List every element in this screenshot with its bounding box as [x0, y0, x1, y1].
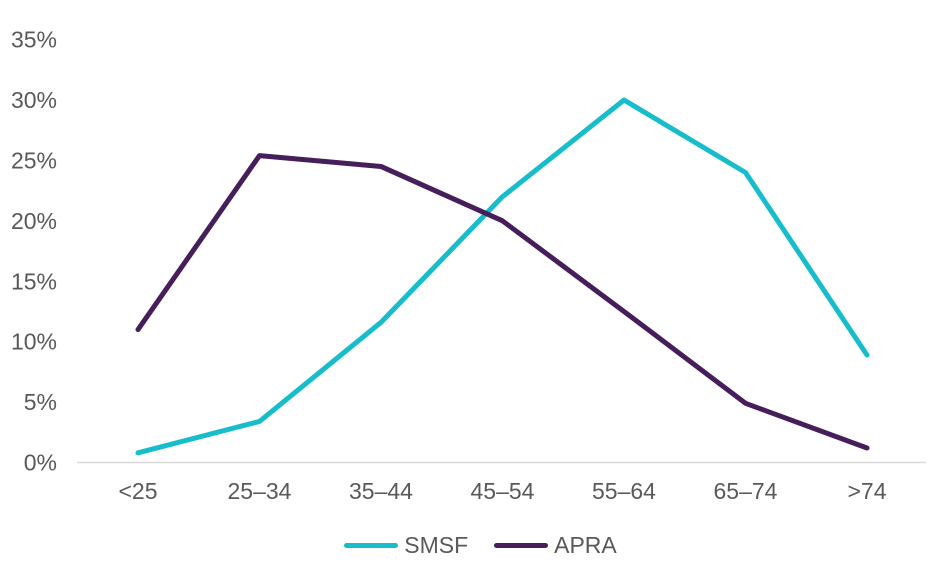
legend-item-smsf: SMSF: [344, 531, 468, 559]
series-line-smsf: [135, 97, 870, 456]
y-axis-tick-label: 10%: [11, 329, 57, 355]
x-axis-category-label: 35–44: [349, 478, 413, 504]
legend-label-apra: APRA: [554, 532, 617, 558]
y-axis-tick-label: 5%: [24, 389, 57, 415]
x-axis-category-label: 25–34: [228, 478, 292, 504]
y-axis-tick-label: 25%: [11, 147, 57, 173]
legend-swatch-apra-icon: [494, 542, 549, 548]
series-line-apra: [135, 153, 870, 451]
y-axis-tick-label: 20%: [11, 208, 57, 234]
legend: SMSF APRA: [32, 531, 929, 559]
x-axis-category-label: 45–54: [471, 478, 535, 504]
legend-item-apra: APRA: [494, 531, 617, 559]
x-axis-category-label: 55–64: [592, 478, 656, 504]
x-axis-category-label: >74: [847, 478, 886, 504]
y-axis-tick-label: 30%: [11, 87, 57, 113]
legend-label-smsf: SMSF: [404, 532, 469, 558]
legend-swatch-smsf-icon: [344, 542, 399, 548]
y-axis-tick-label: 15%: [11, 268, 57, 294]
x-axis-category-label: <25: [118, 478, 157, 504]
y-axis-tick-label: 0%: [24, 450, 57, 476]
y-axis-tick-label: 35%: [11, 27, 57, 53]
x-axis-category-label: 65–74: [714, 478, 778, 504]
